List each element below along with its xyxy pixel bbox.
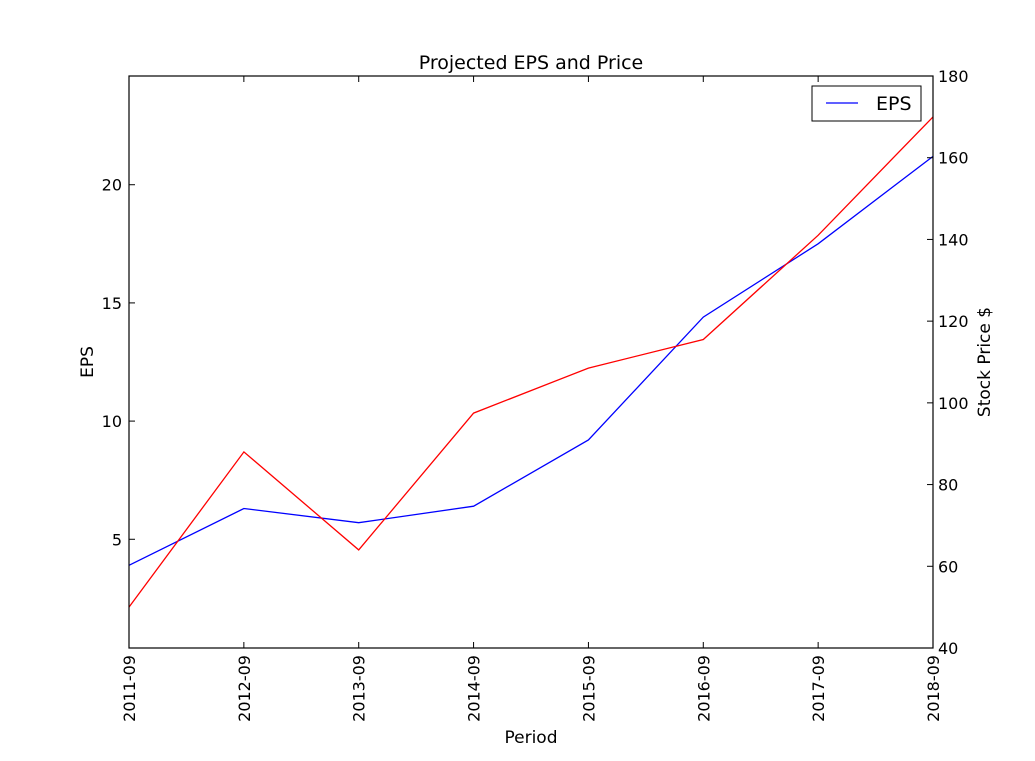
plot-frame (128, 75, 934, 649)
right-y-tick-label: 100 (938, 394, 969, 413)
right-y-axis-label: Stock Price $ (975, 307, 995, 417)
right-y-tick-label: 60 (938, 557, 958, 576)
left-y-axis-ticks: 5 10 15 20 (102, 176, 135, 549)
right-y-axis-ticks: 40 60 80 100 120 140 160 180 (927, 67, 969, 658)
x-tick-label: 2015-09 (579, 655, 598, 722)
x-tick-label: 2016-09 (694, 655, 713, 722)
right-y-tick-label: 160 (938, 149, 969, 168)
x-axis-ticks: 2011-09 2012-09 2013-09 2014-09 2015-09 2016-… (120, 76, 943, 722)
left-y-tick-label: 15 (102, 294, 122, 313)
series-line-right-axis (128, 116, 934, 608)
series-line-eps (128, 155, 934, 566)
left-y-tick-label: 10 (102, 412, 122, 431)
plot-area (129, 76, 933, 648)
right-y-tick-label: 120 (938, 312, 969, 331)
right-y-tick-label: 40 (938, 639, 958, 658)
left-y-tick-label: 20 (102, 176, 122, 195)
x-tick-label: 2017-09 (809, 655, 828, 722)
x-tick-label: 2011-09 (120, 655, 139, 722)
series-layer (128, 116, 934, 608)
x-tick-label: 2014-09 (465, 655, 484, 722)
x-axis-label: Period (504, 728, 557, 748)
left-y-tick-label: 5 (112, 530, 122, 549)
left-y-axis-label: EPS (78, 346, 98, 378)
right-y-tick-label: 180 (938, 67, 969, 86)
x-tick-label: 2013-09 (350, 655, 369, 722)
right-y-tick-label: 80 (938, 476, 958, 495)
legend-label-eps: EPS (876, 93, 912, 115)
chart-title: Projected EPS and Price (419, 52, 644, 74)
legend: EPS (811, 85, 922, 122)
right-y-tick-label: 140 (938, 230, 969, 249)
x-tick-label: 2012-09 (235, 655, 254, 722)
x-tick-label: 2018-09 (924, 655, 943, 722)
